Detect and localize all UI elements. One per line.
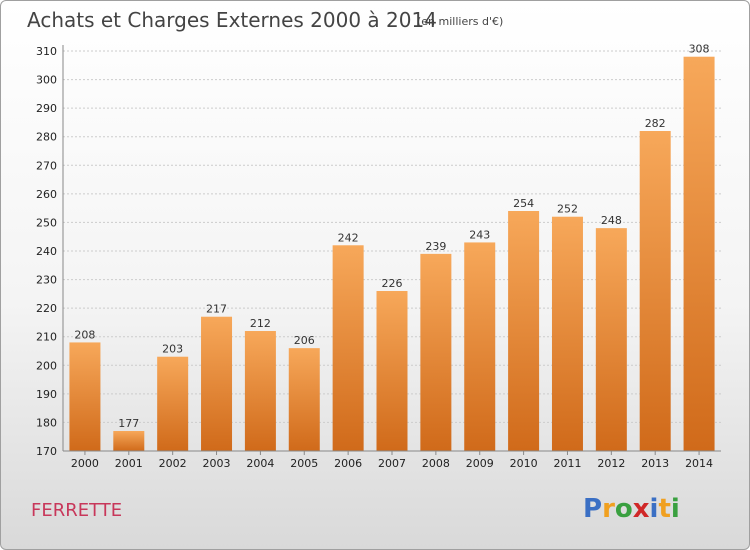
y-tick-label: 260 bbox=[36, 188, 57, 201]
x-tick-labels: 2000 2001 2002 2003 2004 2005 2006 2007 2008 2009… bbox=[71, 451, 713, 470]
x-tick-label: 2005 bbox=[290, 457, 318, 470]
bar-2007 bbox=[376, 291, 408, 451]
x-tick-label: 2003 bbox=[203, 457, 231, 470]
y-tick-label: 280 bbox=[36, 131, 57, 144]
y-tick-labels: 170 180 190 200 210 220 230 240 250 260 270 280 290 3… bbox=[36, 45, 57, 458]
bar-2014 bbox=[683, 56, 715, 451]
bar-2010 bbox=[508, 211, 540, 451]
y-tick-label: 300 bbox=[36, 74, 57, 87]
y-tick-label: 230 bbox=[36, 274, 57, 287]
bar-2012 bbox=[595, 228, 627, 451]
chart-title: Achats et Charges Externes 2000 à 2014 bbox=[27, 8, 437, 32]
data-label-2002: 203 bbox=[162, 343, 183, 356]
y-tick-label: 200 bbox=[36, 359, 57, 372]
y-tick-label: 270 bbox=[36, 159, 57, 172]
x-tick-label: 2004 bbox=[246, 457, 274, 470]
y-tick-label: 170 bbox=[36, 445, 57, 458]
x-tick-label: 2007 bbox=[378, 457, 406, 470]
x-tick-label: 2002 bbox=[159, 457, 187, 470]
bar-2006 bbox=[332, 245, 364, 451]
bars bbox=[69, 56, 715, 451]
bar-2004 bbox=[244, 331, 276, 451]
place-name: FERRETTE bbox=[31, 500, 122, 521]
data-label-2007: 226 bbox=[382, 277, 403, 290]
x-tick-label: 2014 bbox=[685, 457, 713, 470]
y-tick-label: 250 bbox=[36, 216, 57, 229]
x-tick-label: 2012 bbox=[597, 457, 625, 470]
y-tick-label: 180 bbox=[36, 416, 57, 429]
data-label-2012: 248 bbox=[601, 214, 622, 227]
data-label-2005: 206 bbox=[294, 334, 315, 347]
bar-2011 bbox=[551, 216, 583, 451]
data-label-2001: 177 bbox=[118, 417, 139, 430]
y-tick-label: 220 bbox=[36, 302, 57, 315]
x-tick-label: 2001 bbox=[115, 457, 143, 470]
x-tick-label: 2006 bbox=[334, 457, 362, 470]
logo-letter: t bbox=[658, 494, 670, 524]
logo-letter: i bbox=[650, 494, 659, 524]
logo-letter: x bbox=[633, 494, 650, 524]
data-label-2009: 243 bbox=[469, 228, 490, 241]
bar-2001 bbox=[113, 431, 145, 451]
y-tick-label: 310 bbox=[36, 45, 57, 58]
data-label-2014: 308 bbox=[689, 43, 710, 56]
y-tick-label: 290 bbox=[36, 102, 57, 115]
y-tick-label: 210 bbox=[36, 331, 57, 344]
x-tick-label: 2010 bbox=[510, 457, 538, 470]
data-label-2008: 239 bbox=[425, 240, 446, 253]
data-label-2000: 208 bbox=[74, 328, 95, 341]
x-tick-label: 2011 bbox=[553, 457, 581, 470]
data-label-2003: 217 bbox=[206, 303, 227, 316]
x-tick-label: 2000 bbox=[71, 457, 99, 470]
logo-letter: P bbox=[583, 494, 602, 524]
logo-letter: i bbox=[671, 494, 680, 524]
data-label-2006: 242 bbox=[338, 231, 359, 244]
x-tick-label: 2009 bbox=[466, 457, 494, 470]
data-label-2013: 282 bbox=[645, 117, 666, 130]
bar-2009 bbox=[464, 242, 496, 451]
logo-letter: r bbox=[602, 494, 615, 524]
data-label-2004: 212 bbox=[250, 317, 271, 330]
bar-2005 bbox=[288, 348, 320, 451]
data-labels: 208 177 203 217 212 206 242 226 239 243 254 252 248 2… bbox=[74, 43, 709, 430]
bar-2002 bbox=[157, 356, 189, 451]
x-tick-label: 2008 bbox=[422, 457, 450, 470]
data-label-2011: 252 bbox=[557, 203, 578, 216]
logo-letter: o bbox=[615, 494, 633, 524]
proxiti-logo: Proxiti bbox=[583, 494, 680, 524]
data-label-2010: 254 bbox=[513, 197, 534, 210]
y-tick-label: 240 bbox=[36, 245, 57, 258]
bar-2013 bbox=[639, 131, 671, 451]
bar-2003 bbox=[201, 316, 233, 451]
x-tick-label: 2013 bbox=[641, 457, 669, 470]
bar-2000 bbox=[69, 342, 101, 451]
bar-2008 bbox=[420, 253, 452, 451]
chart-subtitle: (en milliers d'€) bbox=[417, 15, 503, 28]
y-tick-label: 190 bbox=[36, 388, 57, 401]
